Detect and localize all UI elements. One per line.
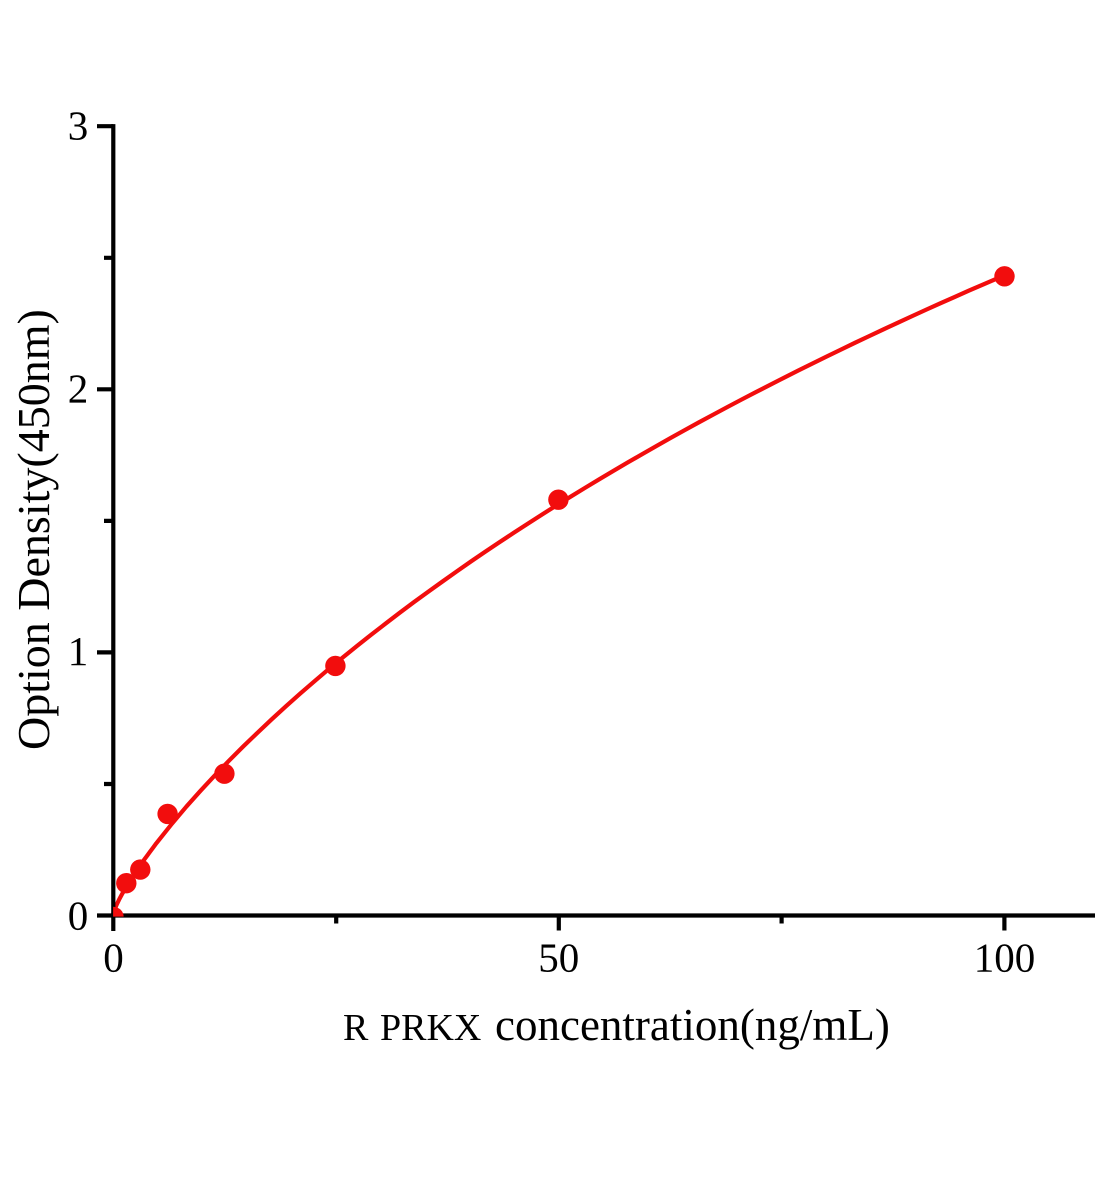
svg-text:Option Density(450nm): Option Density(450nm) [8, 309, 59, 750]
svg-text:PRKX: PRKX [380, 1007, 481, 1049]
svg-text:0: 0 [103, 935, 124, 981]
svg-text:0: 0 [68, 893, 89, 939]
svg-text:R: R [343, 1007, 369, 1049]
svg-text:100: 100 [974, 935, 1036, 981]
svg-text:50: 50 [538, 935, 579, 981]
svg-text:concentration(ng/mL): concentration(ng/mL) [495, 1000, 890, 1050]
svg-text:2: 2 [68, 366, 89, 412]
svg-text:3: 3 [68, 103, 89, 149]
svg-text:1: 1 [68, 628, 89, 674]
